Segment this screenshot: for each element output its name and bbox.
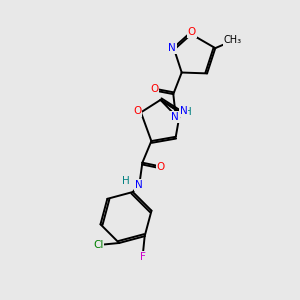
Text: N: N: [180, 106, 188, 116]
Text: H: H: [184, 107, 192, 117]
Text: CH₃: CH₃: [223, 35, 242, 45]
Text: N: N: [135, 180, 142, 190]
Text: Cl: Cl: [93, 239, 104, 250]
Text: F: F: [140, 252, 146, 262]
Text: O: O: [157, 162, 165, 172]
Text: O: O: [133, 106, 141, 116]
Text: H: H: [122, 176, 129, 186]
Text: N: N: [171, 112, 179, 122]
Text: O: O: [150, 84, 158, 94]
Text: N: N: [168, 43, 176, 53]
Text: O: O: [188, 27, 196, 37]
